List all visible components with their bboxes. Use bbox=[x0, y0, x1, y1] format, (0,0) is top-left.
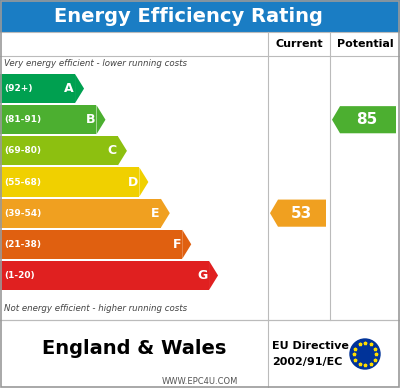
Polygon shape bbox=[161, 199, 170, 228]
Bar bbox=[0, 230, 182, 259]
Text: D: D bbox=[128, 175, 138, 189]
Text: (92+): (92+) bbox=[4, 84, 32, 93]
Polygon shape bbox=[96, 105, 106, 134]
Text: E: E bbox=[151, 207, 160, 220]
Text: Not energy efficient - higher running costs: Not energy efficient - higher running co… bbox=[4, 304, 187, 313]
Text: 85: 85 bbox=[356, 112, 378, 127]
Bar bbox=[0, 261, 209, 290]
Bar bbox=[0, 320, 400, 388]
Polygon shape bbox=[209, 261, 218, 290]
Text: Energy Efficiency Rating: Energy Efficiency Rating bbox=[54, 7, 322, 26]
Text: (55-68): (55-68) bbox=[4, 177, 41, 187]
Bar bbox=[0, 136, 118, 165]
Text: C: C bbox=[108, 144, 117, 158]
Polygon shape bbox=[270, 199, 326, 227]
Polygon shape bbox=[182, 230, 191, 259]
Text: EU Directive: EU Directive bbox=[272, 341, 349, 351]
Text: (1-20): (1-20) bbox=[4, 271, 35, 280]
Bar bbox=[0, 74, 75, 103]
Text: G: G bbox=[198, 269, 208, 282]
Polygon shape bbox=[118, 136, 127, 165]
Text: B: B bbox=[86, 113, 96, 126]
Text: Potential: Potential bbox=[337, 39, 393, 49]
Text: A: A bbox=[64, 82, 74, 95]
Text: Very energy efficient - lower running costs: Very energy efficient - lower running co… bbox=[4, 59, 187, 68]
Polygon shape bbox=[139, 168, 148, 197]
Circle shape bbox=[350, 339, 380, 369]
Text: WWW.EPC4U.COM: WWW.EPC4U.COM bbox=[162, 376, 238, 386]
Bar bbox=[0, 199, 161, 228]
Text: (81-91): (81-91) bbox=[4, 115, 41, 124]
Bar bbox=[0, 32, 400, 56]
Polygon shape bbox=[75, 74, 84, 103]
Text: (39-54): (39-54) bbox=[4, 209, 41, 218]
Bar bbox=[0, 105, 96, 134]
Text: Current: Current bbox=[275, 39, 323, 49]
Text: 2002/91/EC: 2002/91/EC bbox=[272, 357, 342, 367]
Bar bbox=[0, 0, 400, 32]
Bar bbox=[0, 56, 400, 320]
Text: F: F bbox=[173, 238, 181, 251]
Text: 53: 53 bbox=[290, 206, 312, 221]
Text: (21-38): (21-38) bbox=[4, 240, 41, 249]
Polygon shape bbox=[332, 106, 396, 133]
Bar bbox=[0, 168, 139, 197]
Text: England & Wales: England & Wales bbox=[42, 339, 226, 358]
Text: (69-80): (69-80) bbox=[4, 146, 41, 155]
